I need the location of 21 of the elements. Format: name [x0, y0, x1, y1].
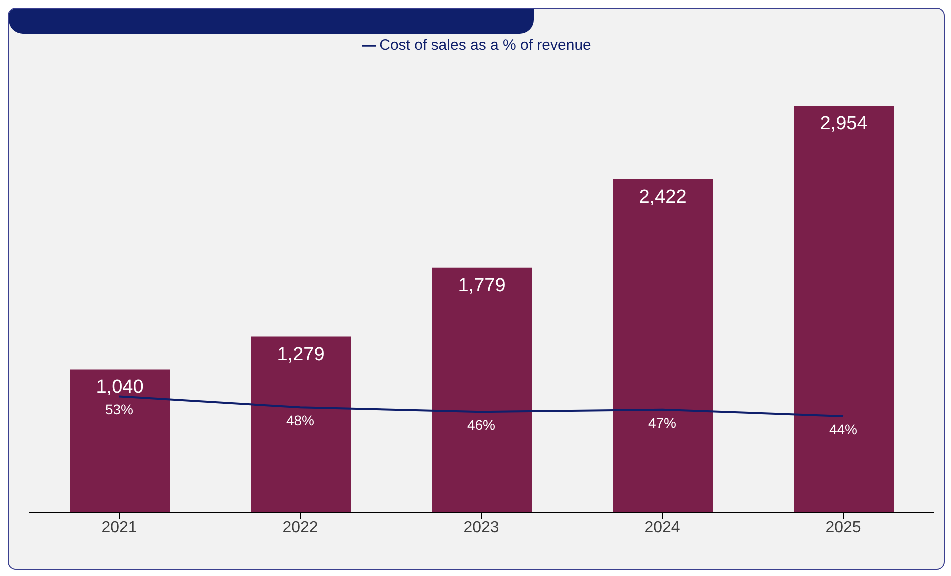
- data-label: 1,040: [96, 377, 144, 398]
- x-tick-label: 2024: [644, 519, 680, 536]
- x-tick-label: 2025: [826, 519, 862, 536]
- bar: [794, 106, 894, 513]
- x-tick-label: 2023: [464, 519, 500, 536]
- data-label: 48%: [286, 412, 315, 429]
- data-label: 1,779: [458, 275, 506, 296]
- data-label: 53%: [105, 402, 134, 418]
- bar: [613, 179, 713, 513]
- data-label: 46%: [467, 417, 496, 434]
- x-tick-label: 2021: [102, 519, 138, 536]
- data-label: 2,422: [639, 186, 687, 208]
- legend-label: Cost of sales as a % of revenue: [380, 37, 592, 54]
- bar: [70, 370, 170, 513]
- bar: [432, 268, 532, 513]
- x-tick-label: 2022: [282, 519, 318, 536]
- data-label: 2,954: [820, 113, 868, 134]
- bar: [251, 336, 351, 513]
- data-label: 44%: [829, 421, 858, 438]
- data-label: 1,279: [277, 344, 325, 366]
- data-label: 47%: [648, 414, 677, 431]
